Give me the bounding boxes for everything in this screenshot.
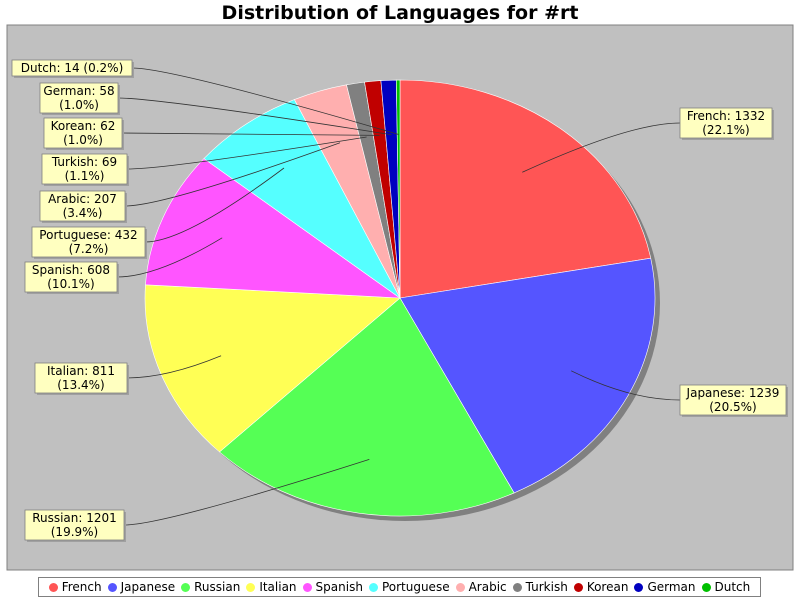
leader-lines — [116, 67, 681, 526]
slice-italian — [144, 284, 401, 453]
legend-label-german: German — [647, 580, 696, 594]
legend-item-arabic: Arabic — [455, 580, 507, 594]
label-percent-arabic: (3.4%) — [63, 206, 103, 220]
legend-swatch-german — [634, 582, 644, 592]
leader-portuguese — [144, 167, 285, 243]
slice-russian — [218, 297, 515, 517]
slice-spanish — [145, 158, 402, 299]
leader-korean — [121, 132, 380, 136]
leader-japanese — [571, 370, 681, 401]
label-text-portuguese: Portuguese: 432 — [39, 228, 137, 242]
legend-item-german: German — [634, 580, 696, 594]
label-turkish: Turkish: 69(1.1%) — [41, 153, 129, 186]
leader-french — [522, 122, 681, 173]
label-text-german: German: 58 — [43, 84, 114, 98]
pie-chart: French: 1332(22.1%) Japanese: 1239(20.5%)… — [6, 24, 794, 571]
label-japanese: Japanese: 1239(20.5%) — [679, 384, 788, 417]
label-percent-italian: (13.4%) — [57, 378, 104, 392]
leader-russian — [123, 459, 370, 526]
legend-item-korean: Korean — [573, 580, 629, 594]
label-text-japanese: Japanese: 1239 — [686, 386, 780, 400]
leader-arabic — [124, 142, 341, 207]
label-french: French: 1332(22.1%) — [679, 107, 774, 140]
label-text-russian: Russian: 1201 — [32, 511, 117, 525]
legend-label-french: French — [61, 580, 102, 594]
label-german: German: 58(1.0%) — [39, 82, 120, 115]
legend-swatch-arabic — [455, 582, 465, 592]
label-text-turkish: Turkish: 69 — [51, 155, 117, 169]
legend-swatch-spanish — [302, 582, 312, 592]
label-percent-russian: (19.9%) — [51, 525, 98, 539]
legend-swatch-dutch — [701, 582, 711, 592]
legend-swatch-turkish — [512, 582, 522, 592]
legend-item-italian: Italian — [246, 580, 297, 594]
leader-turkish — [126, 136, 367, 170]
legend-label-japanese: Japanese — [120, 580, 176, 594]
legend-swatch-russian — [181, 582, 191, 592]
label-percent-turkish: (1.1%) — [65, 169, 105, 183]
chart-title: Distribution of Languages for #rt — [221, 2, 579, 24]
label-text-spanish: Spanish: 608 — [32, 263, 110, 277]
label-percent-portuguese: (7.2%) — [69, 242, 109, 256]
legend-item-french: French — [48, 580, 102, 594]
label-spanish: Spanish: 608(10.1%) — [24, 261, 119, 294]
label-text-italian: Italian: 811 — [47, 364, 115, 378]
legend-label-spanish: Spanish — [315, 580, 363, 594]
legend-swatch-japanese — [107, 582, 117, 592]
legend-item-turkish: Turkish — [512, 580, 568, 594]
legend-swatch-italian — [246, 582, 256, 592]
label-percent-korean: (1.0%) — [63, 133, 103, 147]
legend-label-italian: Italian — [259, 580, 297, 594]
legend-label-dutch: Dutch — [714, 580, 751, 594]
legend-item-japanese: Japanese — [107, 580, 176, 594]
label-text-korean: Korean: 62 — [51, 119, 116, 133]
label-text-french: French: 1332 — [687, 109, 765, 123]
legend-item-dutch: Dutch — [701, 580, 751, 594]
label-text-arabic: Arabic: 207 — [48, 192, 117, 206]
legend-item-russian: Russian — [181, 580, 240, 594]
legend-label-arabic: Arabic — [468, 580, 507, 594]
legend-label-korean: Korean — [586, 580, 629, 594]
legend-label-turkish: Turkish — [525, 580, 568, 594]
legend: French Japanese Russian Italian Spanish Portu… — [38, 577, 761, 597]
legend-swatch-portuguese — [368, 582, 378, 592]
leader-german — [117, 97, 392, 136]
leader-dutch — [131, 67, 399, 135]
legend-label-russian: Russian — [194, 580, 241, 594]
pie-slices — [144, 79, 656, 517]
label-percent-spanish: (10.1%) — [47, 277, 94, 291]
label-percent-french: (22.1%) — [702, 123, 749, 137]
label-korean: Korean: 62(1.0%) — [43, 117, 124, 150]
label-dutch: Dutch: 14 (0.2%) — [11, 59, 134, 78]
slice-portuguese — [203, 99, 401, 299]
slice-french — [399, 79, 652, 299]
slice-japanese — [399, 257, 656, 494]
slice-labels: French: 1332(22.1%) Japanese: 1239(20.5%)… — [11, 59, 788, 542]
label-russian: Russian: 1201(19.9%) — [24, 509, 126, 542]
label-italian: Italian: 811(13.4%) — [34, 362, 129, 395]
label-text-dutch: Dutch: 14 (0.2%) — [21, 61, 124, 75]
leader-spanish — [116, 237, 223, 278]
legend-label-portuguese: Portuguese — [381, 580, 450, 594]
leader-italian — [126, 355, 222, 379]
legend-swatch-korean — [573, 582, 583, 592]
label-percent-japanese: (20.5%) — [709, 400, 756, 414]
label-percent-german: (1.0%) — [59, 98, 99, 112]
legend-item-portuguese: Portuguese — [368, 580, 450, 594]
label-portuguese: Portuguese: 432(7.2%) — [31, 226, 147, 259]
legend-item-spanish: Spanish — [302, 580, 363, 594]
legend-swatch-french — [48, 582, 58, 592]
label-arabic: Arabic: 207(3.4%) — [39, 190, 127, 223]
